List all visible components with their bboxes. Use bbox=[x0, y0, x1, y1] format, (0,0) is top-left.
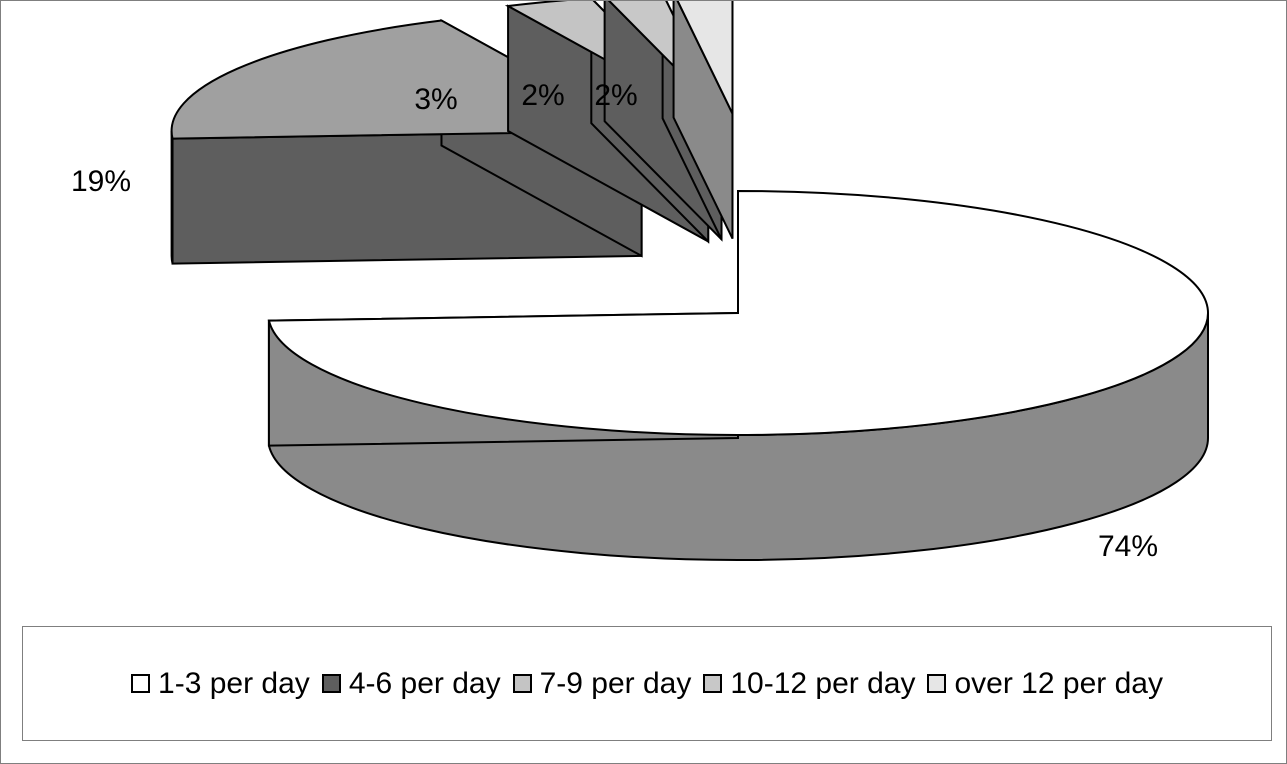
data-label-2: 19% bbox=[71, 165, 131, 198]
legend-label-4: 10-12 per day bbox=[730, 666, 916, 700]
legend-item-2: 4-6 per day bbox=[321, 666, 501, 701]
data-label-3: 3% bbox=[414, 83, 457, 116]
pie-slice-1 bbox=[267, 189, 1209, 561]
legend-swatch-1 bbox=[131, 674, 151, 693]
legend-item-5: over 12 per day bbox=[927, 666, 1163, 701]
legend-label-5: over 12 per day bbox=[954, 666, 1163, 700]
data-label-1: 74% bbox=[1098, 530, 1158, 563]
legend-label-1: 1-3 per day bbox=[158, 666, 310, 700]
legend-item-3: 7-9 per day bbox=[512, 666, 692, 701]
legend: 1-3 per day 4-6 per day 7-9 per day 10-12 p… bbox=[22, 626, 1272, 741]
legend-item-4: 10-12 per day bbox=[703, 667, 915, 701]
legend-swatch-3 bbox=[512, 674, 532, 693]
pie-slice-5 bbox=[672, 1, 734, 240]
data-label-4: 2% bbox=[521, 79, 564, 112]
legend-label-3: 7-9 per day bbox=[539, 666, 692, 700]
pie-chart: 74% 19% 3% 2% 2% bbox=[71, 1, 1209, 563]
legend-swatch-2 bbox=[321, 674, 341, 693]
legend-item-1: 1-3 per day bbox=[131, 667, 310, 701]
legend-swatch-5 bbox=[927, 674, 947, 693]
legend-swatch-4 bbox=[703, 674, 723, 693]
data-label-5: 2% bbox=[594, 79, 637, 112]
legend-label-2: 4-6 per day bbox=[348, 666, 501, 700]
